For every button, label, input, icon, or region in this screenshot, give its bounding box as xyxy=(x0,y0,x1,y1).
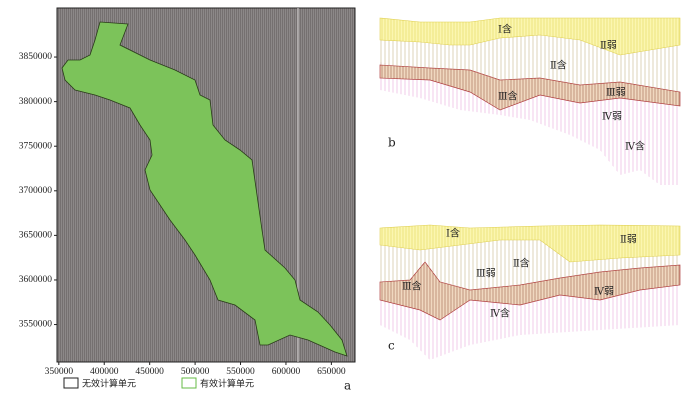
x-tick-label: 550000 xyxy=(226,367,255,377)
legend-label: 有效计算单元 xyxy=(200,378,254,390)
y-tick-label: 3750000 xyxy=(19,141,53,151)
y-tick-label: 3650000 xyxy=(19,231,53,241)
x-tick-label: 350000 xyxy=(45,367,74,377)
x-tick-label: 500000 xyxy=(181,367,210,377)
y-tick-label: 3850000 xyxy=(19,52,53,62)
y-tick-label: 3700000 xyxy=(19,186,53,196)
x-tick-label: 400000 xyxy=(90,367,119,377)
layer-label: Ⅳ含 xyxy=(625,140,645,153)
section-c: Ⅰ含 Ⅱ弱 Ⅱ含 Ⅲ弱 Ⅲ含 Ⅳ弱 Ⅳ含 c xyxy=(379,224,681,360)
y-tick-label: 3800000 xyxy=(19,97,53,107)
valid-region xyxy=(61,21,348,357)
legend-swatch xyxy=(181,377,197,389)
layer-label: Ⅲ弱 xyxy=(606,87,626,99)
layer-label: Ⅱ弱 xyxy=(600,40,617,52)
layer-label: Ⅰ含 xyxy=(446,227,460,240)
legend-label: 无效计算单元 xyxy=(82,378,136,390)
panel-label: a xyxy=(344,379,351,393)
layer-label: Ⅲ弱 xyxy=(476,268,496,280)
x-tick-label: 650000 xyxy=(317,367,346,377)
layer-label: Ⅳ弱 xyxy=(594,286,614,298)
layer-label: Ⅳ弱 xyxy=(602,111,622,123)
layer-label: Ⅱ弱 xyxy=(620,234,637,246)
layer-label: Ⅲ含 xyxy=(402,280,422,293)
layer-label: Ⅰ含 xyxy=(498,23,512,36)
section-b: Ⅰ含 Ⅱ弱 Ⅱ含 Ⅲ含 Ⅲ弱 Ⅳ弱 Ⅳ含 b xyxy=(379,17,681,185)
panel-label: b xyxy=(388,136,396,150)
layer-label: Ⅱ含 xyxy=(513,257,530,270)
x-tick-label: 450000 xyxy=(135,367,164,377)
x-tick-label: 600000 xyxy=(272,367,301,377)
panel-label: c xyxy=(388,339,395,353)
layer-label: Ⅳ含 xyxy=(490,307,510,320)
y-tick-label: 3600000 xyxy=(19,275,53,285)
legend-swatch xyxy=(63,377,79,389)
axes: 350000 400000 450000 500000 550000 600000 6500… xyxy=(19,52,346,377)
layer-label: Ⅲ含 xyxy=(498,90,518,103)
y-tick-label: 3550000 xyxy=(19,320,53,330)
layer-label: Ⅱ含 xyxy=(550,59,567,72)
